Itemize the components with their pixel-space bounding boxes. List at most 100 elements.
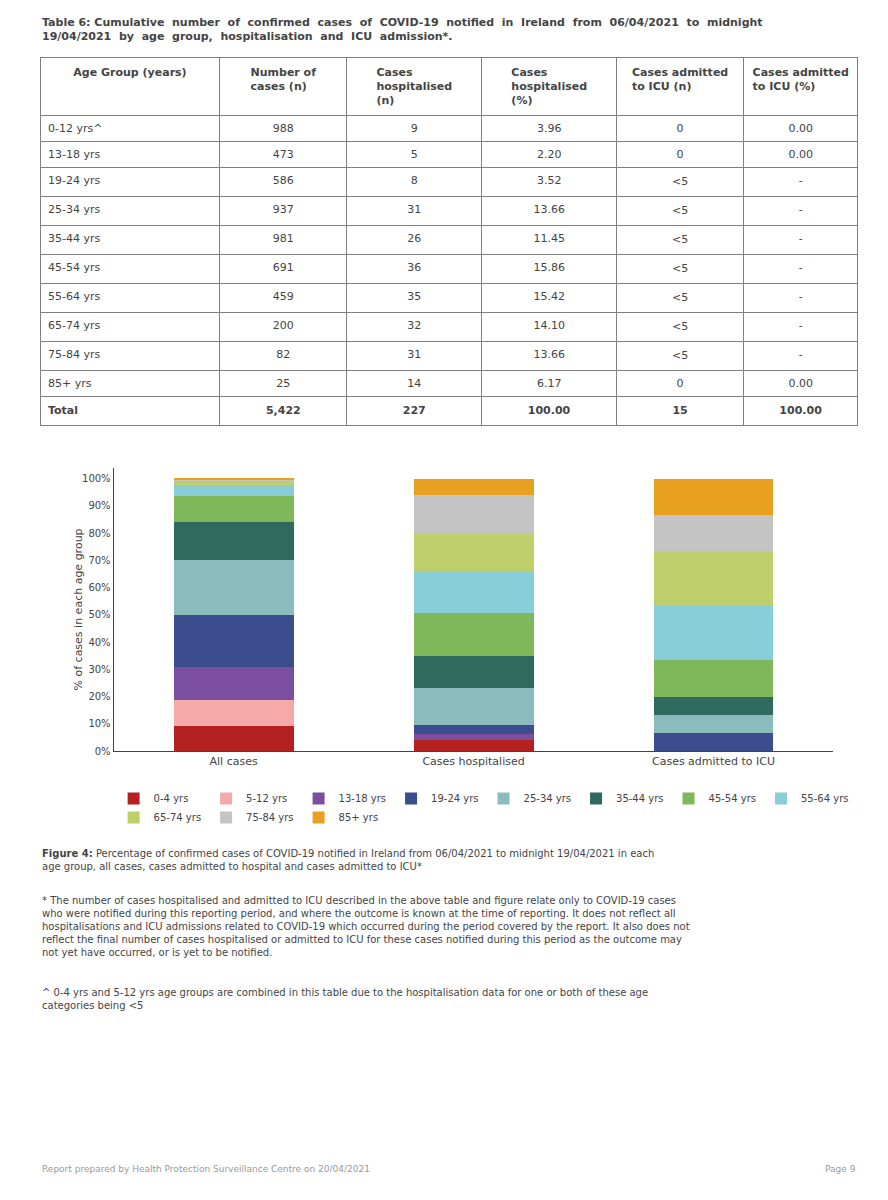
svg-text:459: 459: [273, 290, 294, 303]
svg-text:Table 6: Cumulative number o: Table 6: Cumulative number of confirmed …: [42, 16, 763, 43]
svg-text:65-74 yrs: 65-74 yrs: [48, 319, 100, 332]
svg-text:Cases hospitalised: Cases hospitalised: [422, 755, 524, 768]
svg-text:227: 227: [403, 404, 426, 417]
svg-text:85+ yrs: 85+ yrs: [339, 812, 379, 823]
svg-text:<5: <5: [672, 204, 688, 217]
svg-text:-: -: [799, 203, 803, 216]
svg-text:100.00: 100.00: [779, 404, 822, 417]
svg-text:15.86: 15.86: [533, 261, 565, 274]
svg-text:70%: 70%: [88, 555, 110, 566]
svg-text:10%: 10%: [88, 718, 110, 729]
svg-text:6.17: 6.17: [537, 377, 562, 390]
svg-text:19-24 yrs: 19-24 yrs: [48, 174, 100, 187]
svg-text:14.10: 14.10: [533, 319, 565, 332]
svg-text:55-64 yrs: 55-64 yrs: [48, 290, 100, 303]
svg-text:Cases admitted to ICU: Cases admitted to ICU: [652, 755, 775, 768]
svg-text:35-44 yrs: 35-44 yrs: [48, 232, 100, 245]
svg-text:85+ yrs: 85+ yrs: [48, 377, 92, 390]
svg-text:25-34 yrs: 25-34 yrs: [524, 793, 571, 804]
svg-text:75-84 yrs: 75-84 yrs: [246, 812, 293, 823]
svg-text:50%: 50%: [88, 609, 110, 620]
svg-text:<5: <5: [672, 349, 688, 362]
svg-text:13-18 yrs: 13-18 yrs: [339, 793, 386, 804]
svg-text:Number ofcases (n): Number ofcases (n): [251, 66, 317, 93]
svg-text:25: 25: [276, 377, 290, 390]
svg-text:31: 31: [407, 348, 421, 361]
svg-text:<5: <5: [672, 233, 688, 246]
svg-text:-: -: [799, 319, 803, 332]
svg-text:9: 9: [411, 122, 418, 135]
svg-text:82: 82: [276, 348, 290, 361]
svg-text:0.00: 0.00: [788, 148, 813, 161]
svg-text:90%: 90%: [88, 500, 110, 511]
svg-text:Report prepared by Health Prot: Report prepared by Health Protection Sur…: [42, 1164, 370, 1174]
svg-text:Page 9: Page 9: [825, 1164, 856, 1174]
svg-text:45-54 yrs: 45-54 yrs: [48, 261, 100, 274]
svg-text:200: 200: [273, 319, 294, 332]
svg-text:-: -: [799, 261, 803, 274]
svg-text:937: 937: [273, 203, 294, 216]
svg-text:0: 0: [677, 148, 684, 161]
svg-text:Total: Total: [48, 404, 78, 417]
svg-text:5: 5: [411, 148, 418, 161]
svg-text:80%: 80%: [88, 528, 110, 539]
svg-text:32: 32: [407, 319, 421, 332]
svg-text:All cases: All cases: [210, 755, 258, 768]
svg-text:Cases admittedto ICU (n): Cases admittedto ICU (n): [632, 66, 728, 93]
svg-text:100.00: 100.00: [528, 404, 571, 417]
svg-text:11.45: 11.45: [533, 232, 565, 245]
svg-text:<5: <5: [672, 175, 688, 188]
svg-text:65-74 yrs: 65-74 yrs: [154, 812, 201, 823]
svg-text:-: -: [799, 174, 803, 187]
svg-text:20%: 20%: [88, 691, 110, 702]
svg-text:981: 981: [273, 232, 294, 245]
svg-text:25-34 yrs: 25-34 yrs: [48, 203, 100, 216]
svg-text:40%: 40%: [88, 637, 110, 648]
svg-text:Cases admittedto ICU (%): Cases admittedto ICU (%): [753, 66, 849, 93]
svg-text:Age Group (years): Age Group (years): [73, 66, 186, 79]
svg-text:0: 0: [677, 377, 684, 390]
svg-text:45-54 yrs: 45-54 yrs: [709, 793, 756, 804]
svg-text:100%: 100%: [82, 473, 111, 484]
svg-text:473: 473: [273, 148, 294, 161]
svg-text:% of cases in each age group: % of cases in each age group: [72, 528, 85, 690]
svg-text:35: 35: [407, 290, 421, 303]
svg-text:^ 0-4 yrs and 5-12 yrs age gro: ^ 0-4 yrs and 5-12 yrs age groups are co…: [42, 987, 648, 1011]
svg-text:0%: 0%: [95, 746, 111, 757]
svg-text:55-64 yrs: 55-64 yrs: [801, 793, 848, 804]
svg-text:60%: 60%: [88, 582, 110, 593]
svg-text:2.20: 2.20: [537, 148, 562, 161]
svg-text:<5: <5: [672, 262, 688, 275]
svg-text:-: -: [799, 290, 803, 303]
svg-text:* The number of cases hospital: * The number of cases hospitalised and a…: [42, 895, 690, 958]
svg-text:35-44 yrs: 35-44 yrs: [616, 793, 663, 804]
svg-text:8: 8: [411, 174, 418, 187]
svg-text:<5: <5: [672, 291, 688, 304]
svg-text:<5: <5: [672, 320, 688, 333]
svg-text:26: 26: [407, 232, 421, 245]
svg-text:3.96: 3.96: [537, 122, 562, 135]
svg-text:30%: 30%: [88, 664, 110, 675]
svg-text:3.52: 3.52: [537, 174, 562, 187]
svg-text:0.00: 0.00: [788, 122, 813, 135]
svg-text:5-12 yrs: 5-12 yrs: [246, 793, 287, 804]
svg-text:0.00: 0.00: [788, 377, 813, 390]
svg-text:0-12 yrs^: 0-12 yrs^: [48, 122, 102, 135]
svg-text:0: 0: [677, 122, 684, 135]
svg-text:Caseshospitalised(%): Caseshospitalised(%): [511, 66, 587, 108]
svg-text:Figure 4: Percentage of confir: Figure 4: Percentage of confirmed cases …: [42, 848, 654, 872]
svg-text:5,422: 5,422: [266, 404, 301, 417]
svg-text:31: 31: [407, 203, 421, 216]
svg-text:19-24 yrs: 19-24 yrs: [431, 793, 478, 804]
svg-text:-: -: [799, 348, 803, 361]
svg-text:0-4 yrs: 0-4 yrs: [154, 793, 189, 804]
svg-text:13.66: 13.66: [533, 203, 565, 216]
svg-text:15: 15: [672, 404, 687, 417]
svg-text:15.42: 15.42: [533, 290, 565, 303]
svg-text:75-84 yrs: 75-84 yrs: [48, 348, 100, 361]
svg-text:988: 988: [273, 122, 294, 135]
svg-text:Caseshospitalised(n): Caseshospitalised(n): [376, 66, 452, 108]
svg-text:36: 36: [407, 261, 421, 274]
svg-text:586: 586: [273, 174, 294, 187]
svg-text:-: -: [799, 232, 803, 245]
